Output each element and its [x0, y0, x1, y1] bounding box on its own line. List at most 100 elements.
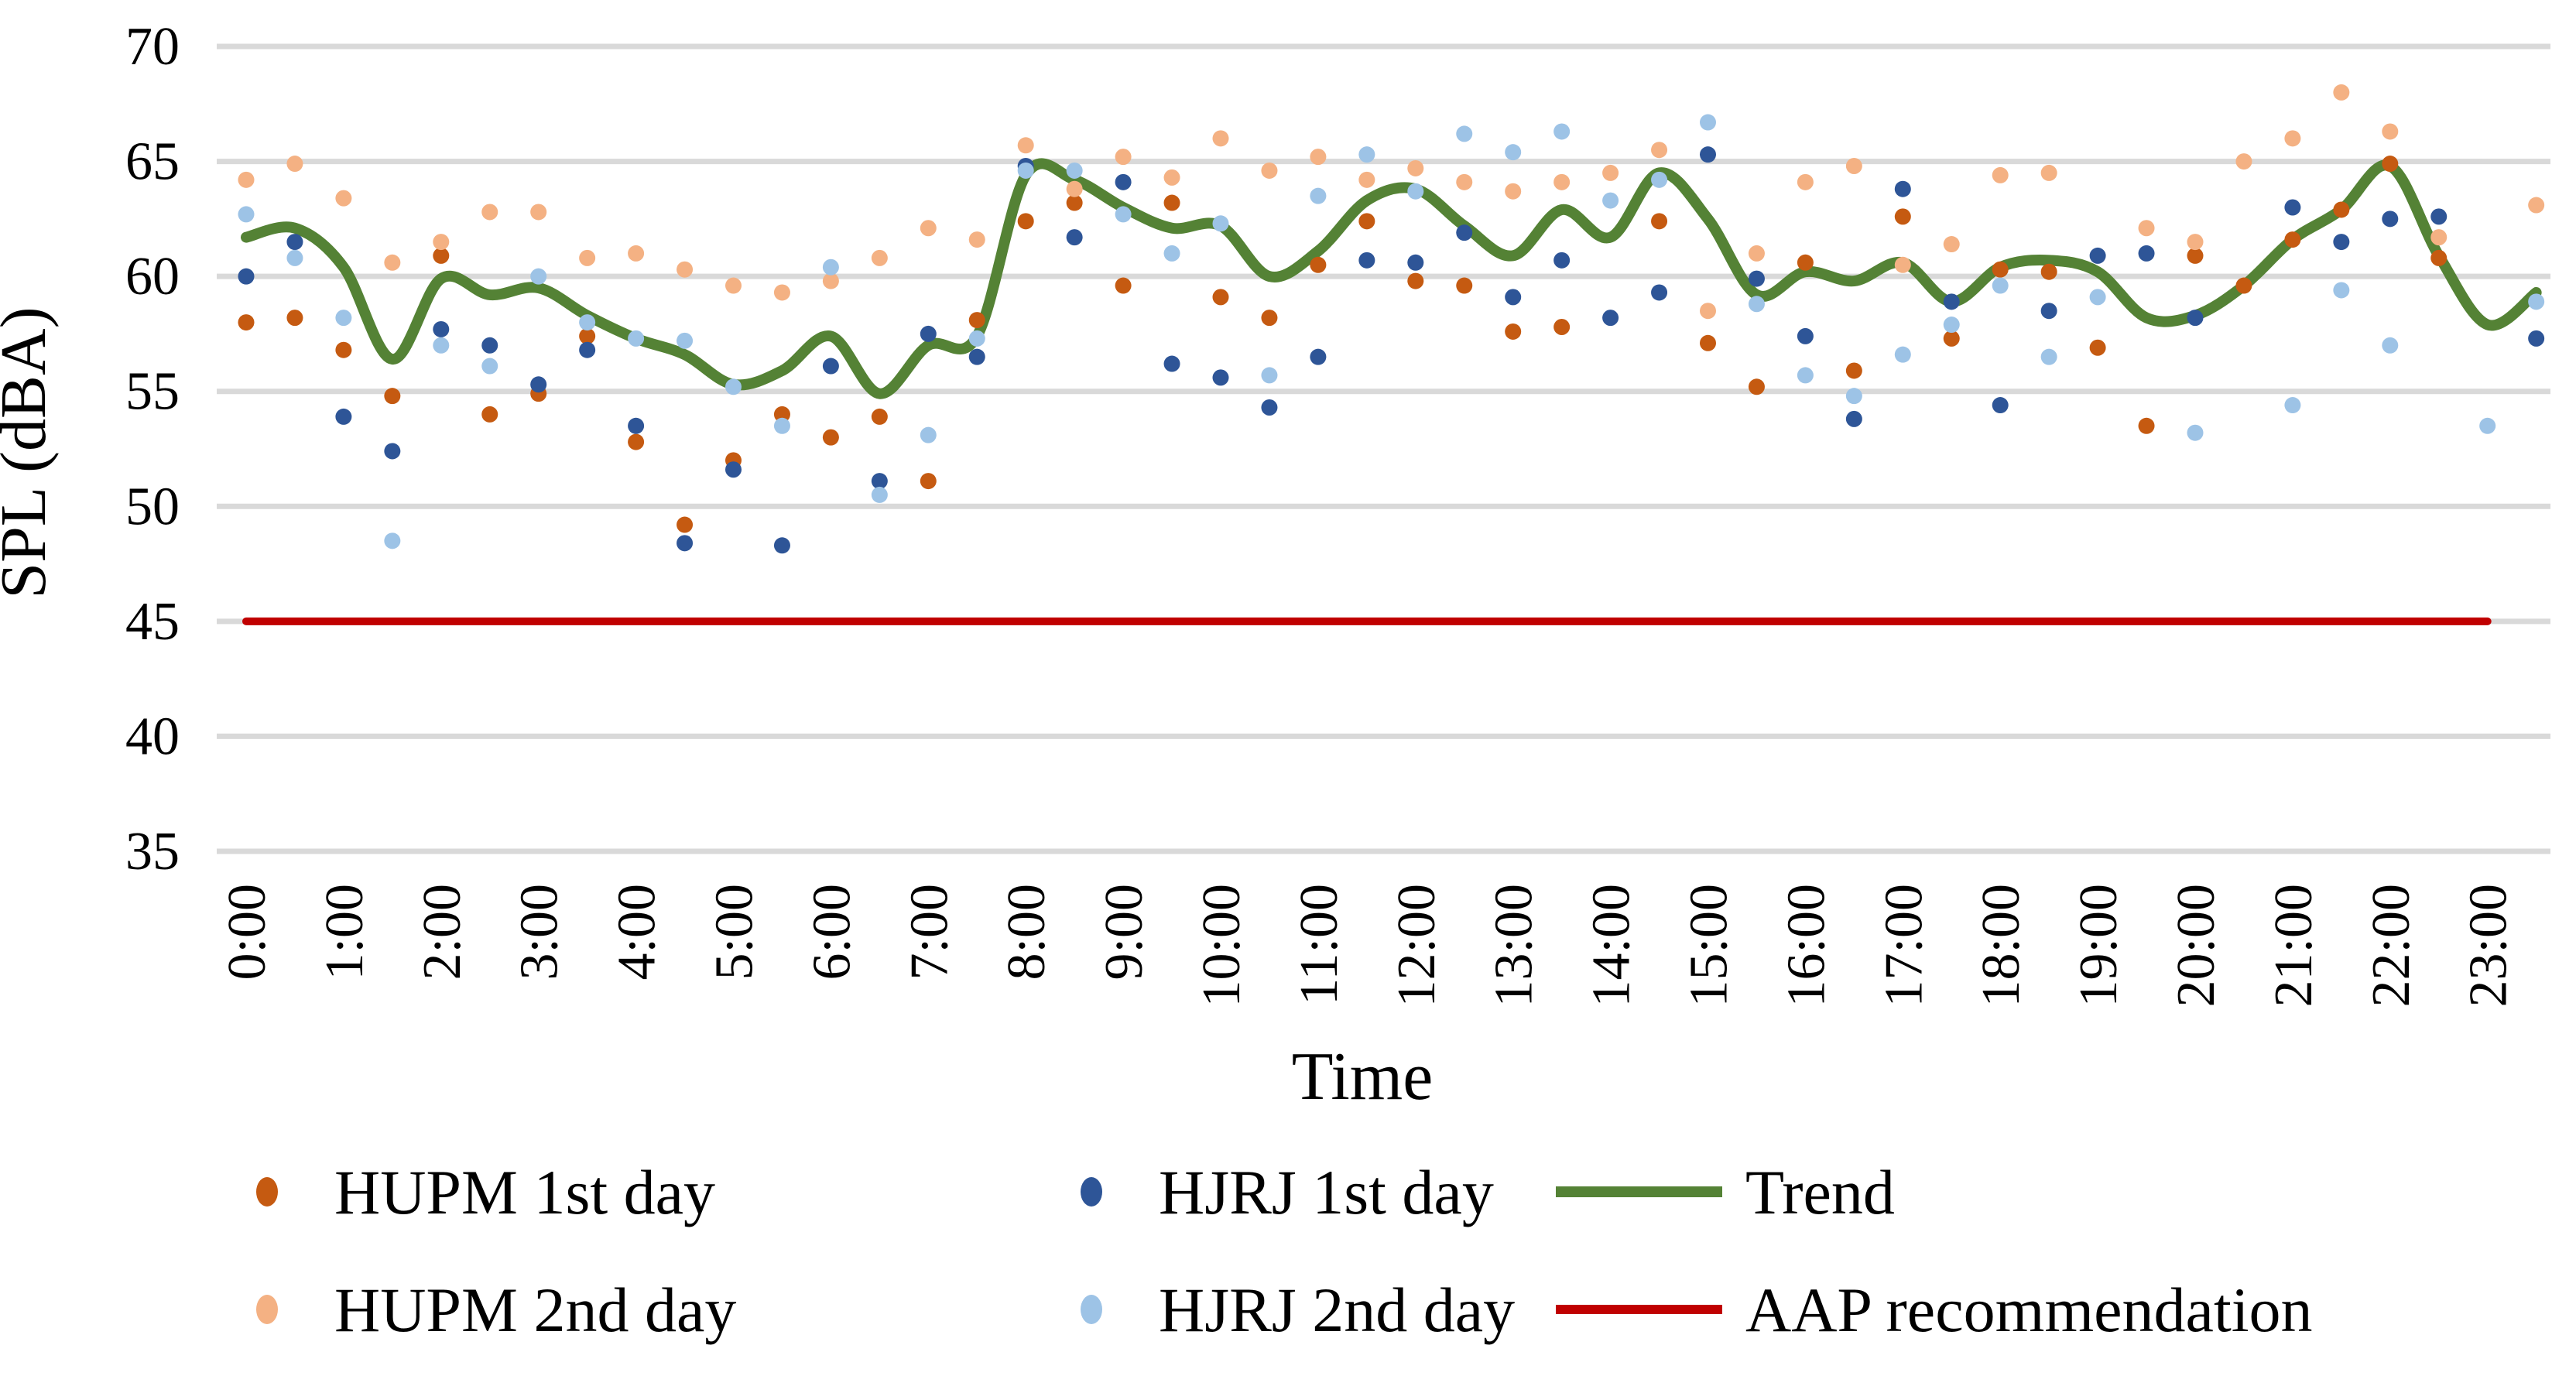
point-hupm1-11:00: [1310, 256, 1327, 273]
point-hjrj2-19:00: [2089, 289, 2106, 306]
legend-label-aap: AAP recommendation: [1745, 1275, 2313, 1345]
x-tick-4:00: 4:00: [608, 884, 667, 980]
point-hjrj1-13:00: [1505, 289, 1522, 306]
x-tick-6:00: 6:00: [802, 884, 862, 980]
point-hjrj1-2:30: [481, 337, 498, 354]
point-hjrj2-10:30: [1261, 367, 1278, 384]
point-hupm2-4:30: [677, 261, 694, 278]
point-hupm2-21:00: [2284, 130, 2301, 147]
x-tick-19:00: 19:00: [2069, 884, 2129, 1007]
point-hjrj2-1:30: [384, 532, 401, 549]
y-tick-40: 40: [125, 707, 180, 766]
point-hjrj2-5:30: [773, 417, 790, 434]
point-hupm1-7:30: [968, 312, 985, 329]
point-hupm2-15:30: [1748, 245, 1765, 262]
point-hupm2-6:00: [822, 272, 839, 289]
point-hupm1-10:00: [1212, 289, 1229, 306]
point-hjrj1-17:00: [1894, 180, 1911, 197]
point-hupm2-4:00: [628, 245, 645, 262]
y-axis-title: SPL (dBA): [0, 306, 60, 598]
point-hupm1-18:30: [2040, 263, 2057, 280]
gridlines: [217, 43, 2550, 854]
y-tick-45: 45: [125, 592, 180, 652]
x-tick-2:00: 2:00: [413, 884, 472, 980]
x-tick-1:00: 1:00: [315, 884, 375, 980]
legend-marker-hjrj1: [1081, 1177, 1102, 1207]
point-hupm1-3:30: [579, 327, 596, 344]
point-hupm2-2:00: [433, 234, 450, 251]
point-hjrj2-23:30: [2528, 293, 2545, 310]
point-hupm1-19:00: [2089, 339, 2106, 356]
point-hjrj1-6:00: [822, 358, 839, 375]
point-hjrj1-16:30: [1845, 410, 1862, 427]
point-hupm2-16:00: [1797, 173, 1814, 190]
point-hjrj1-3:30: [579, 341, 596, 358]
trend-path: [241, 158, 2542, 399]
point-hupm2-9:00: [1115, 149, 1132, 166]
point-hjrj1-10:00: [1212, 369, 1229, 386]
point-hupm1-21:30: [2333, 201, 2350, 218]
series-hupm1: [238, 156, 2448, 533]
series-hupm2: [238, 84, 2545, 320]
series-hjrj1: [238, 146, 2545, 554]
x-tick-20:00: 20:00: [2167, 884, 2226, 1007]
point-hupm1-6:00: [822, 429, 839, 446]
x-tick-8:00: 8:00: [997, 884, 1057, 980]
point-hupm2-7:00: [920, 220, 937, 237]
point-hjrj1-7:00: [920, 325, 937, 342]
point-hjrj1-15:00: [1700, 146, 1716, 163]
point-hupm2-13:00: [1505, 183, 1522, 200]
point-hjrj2-0:30: [286, 249, 303, 266]
point-hjrj2-13:30: [1553, 123, 1571, 140]
point-hupm1-2:00: [433, 247, 450, 264]
point-hjrj1-20:00: [2187, 310, 2204, 327]
y-tick-60: 60: [125, 247, 180, 306]
point-hjrj2-4:30: [677, 332, 694, 349]
point-hupm2-18:00: [1992, 166, 2009, 183]
point-hupm2-23:30: [2528, 197, 2545, 214]
point-hupm2-9:30: [1163, 169, 1180, 186]
y-tick-35: 35: [125, 822, 180, 881]
point-hupm1-20:30: [2235, 277, 2252, 294]
point-hjrj1-9:00: [1115, 173, 1132, 190]
point-hupm1-10:30: [1261, 310, 1278, 327]
point-hupm1-14:30: [1651, 213, 1668, 230]
x-tick-14:00: 14:00: [1582, 884, 1642, 1007]
point-hjrj1-17:30: [1943, 293, 1960, 310]
point-hupm1-6:30: [871, 408, 888, 425]
point-hjrj1-0:00: [238, 268, 255, 285]
point-hjrj2-20:00: [2187, 424, 2204, 441]
point-hjrj1-14:30: [1651, 284, 1668, 301]
point-hupm2-2:30: [481, 204, 498, 221]
point-hjrj1-7:30: [968, 348, 985, 365]
point-hjrj1-18:30: [2040, 303, 2057, 320]
point-hjrj2-17:00: [1894, 346, 1911, 363]
point-hupm2-0:00: [238, 171, 255, 188]
point-hjrj2-8:30: [1066, 162, 1083, 179]
point-hjrj2-14:30: [1651, 171, 1668, 188]
point-hupm2-3:00: [530, 204, 547, 221]
point-hjrj1-19:30: [2138, 245, 2155, 262]
point-hupm2-16:30: [1845, 158, 1862, 175]
point-hupm2-1:00: [335, 190, 352, 207]
point-hjrj2-11:30: [1358, 146, 1375, 163]
point-hjrj1-1:30: [384, 443, 401, 460]
point-hjrj2-10:00: [1212, 215, 1229, 232]
point-hupm2-0:30: [286, 156, 303, 173]
point-hupm2-5:00: [725, 277, 742, 294]
legend-item-aap: AAP recommendation: [1556, 1275, 2313, 1345]
y-tick-55: 55: [125, 362, 180, 422]
x-tick-11:00: 11:00: [1290, 884, 1349, 1005]
y-axis-tick-labels: 70 65 60 55 50 45 40 35: [125, 17, 180, 881]
point-hjrj2-11:00: [1310, 187, 1327, 204]
x-tick-12:00: 12:00: [1387, 884, 1447, 1007]
point-hjrj1-21:30: [2333, 234, 2350, 251]
point-hupm1-13:00: [1505, 323, 1522, 340]
point-hjrj1-5:30: [773, 537, 790, 554]
point-hupm1-1:00: [335, 341, 352, 358]
point-hjrj2-12:00: [1407, 183, 1424, 200]
point-hjrj1-12:00: [1407, 254, 1424, 271]
point-hjrj2-6:00: [822, 258, 839, 276]
point-hjrj2-16:00: [1797, 367, 1814, 384]
